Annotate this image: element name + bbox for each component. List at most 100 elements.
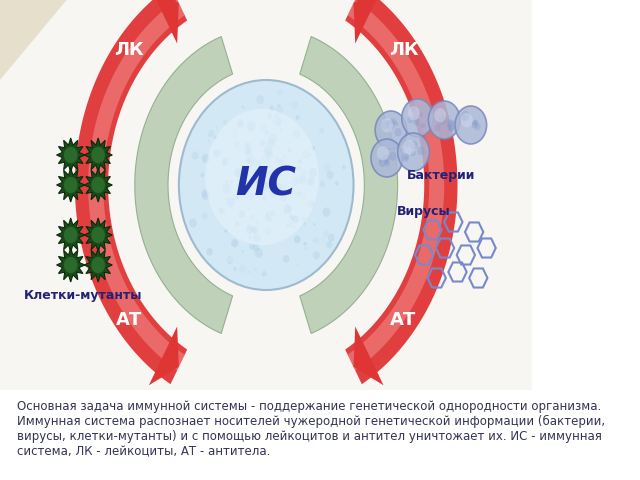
Circle shape (381, 120, 388, 129)
Circle shape (208, 140, 209, 142)
Circle shape (260, 190, 263, 193)
Circle shape (249, 236, 252, 239)
Circle shape (266, 152, 273, 159)
Circle shape (262, 168, 264, 170)
Circle shape (278, 158, 284, 166)
Circle shape (279, 128, 282, 132)
Polygon shape (300, 36, 397, 334)
Circle shape (292, 216, 298, 223)
Circle shape (242, 250, 244, 252)
Circle shape (260, 140, 265, 146)
Circle shape (269, 105, 275, 111)
Circle shape (216, 127, 218, 129)
Circle shape (245, 142, 250, 149)
Circle shape (455, 106, 486, 144)
Polygon shape (345, 0, 458, 384)
Circle shape (255, 179, 262, 188)
Circle shape (248, 271, 250, 273)
Polygon shape (84, 168, 112, 202)
Circle shape (323, 232, 328, 238)
Circle shape (394, 121, 399, 126)
Circle shape (291, 101, 298, 109)
Text: Клетки-мутанты: Клетки-мутанты (24, 288, 143, 301)
Circle shape (256, 184, 258, 187)
Polygon shape (56, 168, 85, 202)
Circle shape (234, 168, 242, 177)
Circle shape (403, 140, 415, 155)
Circle shape (255, 248, 263, 258)
Circle shape (447, 120, 456, 131)
Circle shape (385, 159, 388, 165)
Circle shape (267, 164, 271, 169)
Circle shape (417, 146, 424, 155)
Circle shape (293, 225, 296, 228)
Circle shape (266, 185, 268, 188)
Circle shape (292, 215, 299, 223)
Circle shape (413, 119, 419, 126)
Circle shape (253, 243, 259, 252)
Circle shape (447, 123, 454, 132)
Circle shape (191, 151, 198, 159)
Circle shape (268, 218, 271, 223)
Circle shape (271, 180, 279, 190)
Polygon shape (353, 0, 383, 44)
Circle shape (269, 189, 277, 198)
Circle shape (231, 239, 238, 247)
Circle shape (262, 170, 264, 172)
Circle shape (270, 182, 276, 190)
Circle shape (312, 146, 315, 150)
Circle shape (261, 181, 268, 190)
Circle shape (386, 120, 390, 125)
Circle shape (296, 191, 301, 197)
Circle shape (246, 190, 249, 194)
Circle shape (314, 223, 316, 226)
Circle shape (248, 206, 251, 209)
Circle shape (255, 178, 262, 185)
Circle shape (300, 159, 302, 162)
Circle shape (385, 160, 390, 167)
Circle shape (208, 134, 211, 137)
Polygon shape (348, 0, 444, 371)
Circle shape (201, 189, 209, 198)
Polygon shape (56, 248, 85, 282)
Circle shape (435, 108, 446, 122)
Text: ЛК: ЛК (114, 41, 144, 59)
Circle shape (258, 179, 265, 187)
Circle shape (253, 228, 259, 234)
Circle shape (262, 155, 269, 164)
Circle shape (246, 225, 253, 234)
Circle shape (239, 211, 245, 218)
Circle shape (307, 177, 314, 186)
Circle shape (276, 183, 283, 191)
Circle shape (266, 183, 268, 186)
Circle shape (271, 119, 276, 124)
Circle shape (383, 155, 390, 162)
Circle shape (222, 157, 228, 165)
Circle shape (266, 215, 269, 218)
Circle shape (296, 115, 300, 120)
Circle shape (313, 251, 320, 260)
Circle shape (250, 214, 255, 220)
Circle shape (280, 192, 282, 194)
Circle shape (296, 166, 301, 171)
Circle shape (227, 197, 235, 207)
Circle shape (263, 182, 271, 192)
Circle shape (277, 103, 281, 107)
Circle shape (214, 150, 220, 157)
Polygon shape (0, 0, 67, 80)
Circle shape (264, 181, 266, 183)
Circle shape (278, 188, 282, 192)
Circle shape (303, 242, 307, 245)
Circle shape (438, 115, 447, 125)
Circle shape (262, 271, 266, 276)
Circle shape (274, 114, 279, 120)
Polygon shape (353, 326, 383, 385)
Circle shape (408, 106, 420, 120)
Circle shape (225, 228, 228, 233)
Circle shape (276, 175, 280, 180)
Circle shape (302, 217, 305, 221)
Circle shape (299, 191, 302, 195)
Circle shape (269, 174, 271, 177)
Circle shape (267, 113, 271, 119)
Circle shape (64, 257, 77, 273)
